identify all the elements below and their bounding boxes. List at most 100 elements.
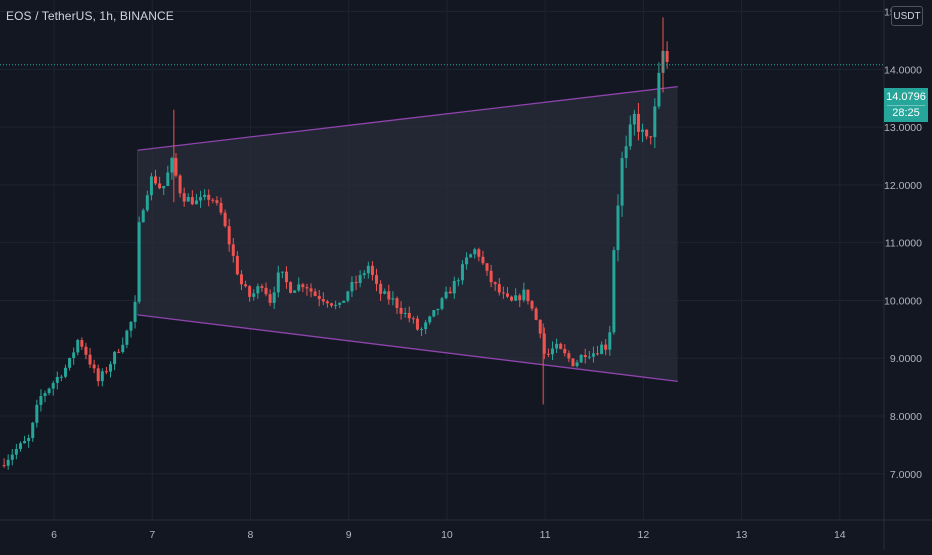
candle-body <box>31 422 35 439</box>
candle-body <box>407 312 411 319</box>
candle-body <box>309 288 313 292</box>
candle-body <box>559 343 563 349</box>
candle-body <box>215 200 219 203</box>
candle-body <box>235 255 239 275</box>
candle-body <box>649 136 653 138</box>
candle-body <box>59 376 63 378</box>
candle-body <box>604 344 608 350</box>
x-tick-label: 14 <box>834 529 846 541</box>
candle-body <box>534 308 538 320</box>
candle-body <box>92 364 96 369</box>
candle-body <box>636 113 640 132</box>
candle-body <box>203 194 207 198</box>
candle-body <box>260 286 264 288</box>
candle-body <box>657 72 661 107</box>
symbol-title[interactable]: EOS / TetherUS, 1h, BINANCE <box>6 9 174 23</box>
candle-body <box>268 294 272 303</box>
candle-body <box>538 319 542 334</box>
candle-body <box>280 271 284 273</box>
x-tick-label: 7 <box>149 529 155 541</box>
current-price-tag: 14.0796 28:25 <box>884 88 928 122</box>
candle-body <box>256 286 260 294</box>
candle-body <box>436 308 440 311</box>
x-tick-label: 9 <box>346 529 352 541</box>
candle-body <box>456 280 460 282</box>
candle-body <box>170 158 174 173</box>
candle-body <box>23 441 27 444</box>
candle-body <box>223 212 227 227</box>
candle-body <box>68 358 72 368</box>
candle-body <box>653 106 657 137</box>
y-tick-label: 14.0000 <box>884 64 922 76</box>
candle-body <box>505 293 509 297</box>
candle-body <box>616 205 620 251</box>
candle-body <box>6 459 10 466</box>
candle-body <box>317 295 321 300</box>
x-tick-label: 12 <box>638 529 650 541</box>
candle-body <box>199 197 203 201</box>
candle-body <box>334 304 338 306</box>
candle-body <box>55 376 59 383</box>
candle-body <box>477 249 481 257</box>
candle-body <box>587 356 591 358</box>
candle-body <box>113 351 117 365</box>
candle-body <box>174 158 178 176</box>
candle-body <box>387 291 391 300</box>
candle-body <box>645 129 649 137</box>
candle-body <box>321 299 325 302</box>
candle-body <box>354 282 358 284</box>
candle-body <box>325 301 329 304</box>
candle-body <box>362 273 366 276</box>
candle-body <box>546 353 550 355</box>
channel-drawing[interactable] <box>137 86 678 382</box>
candle-body <box>35 404 39 423</box>
candle-body <box>207 194 211 200</box>
candle-body <box>289 282 293 293</box>
x-tick-label: 8 <box>248 529 254 541</box>
candle-body <box>47 388 51 394</box>
candle-body <box>227 226 231 245</box>
candle-body <box>350 282 354 292</box>
candle-body <box>96 368 100 382</box>
candle-body <box>284 271 288 283</box>
candle-body <box>411 318 415 320</box>
candle-body <box>571 358 575 367</box>
x-tick-label: 10 <box>441 529 453 541</box>
candle-body <box>252 293 256 297</box>
candle-body <box>428 316 432 323</box>
candle-body <box>104 371 108 373</box>
candle-body <box>460 264 464 281</box>
candle-body <box>63 367 67 377</box>
candle-body <box>489 270 493 283</box>
candle-body <box>117 351 121 353</box>
y-tick-label: 8.0000 <box>890 411 922 423</box>
candle-body <box>190 197 194 205</box>
currency-button[interactable]: USDT <box>891 6 923 26</box>
candle-body <box>178 175 182 194</box>
candle-body <box>88 354 92 365</box>
candle-body <box>563 348 567 354</box>
candle-body <box>399 307 403 314</box>
candle-body <box>510 296 514 301</box>
x-tick-label: 11 <box>540 529 551 541</box>
candle-body <box>276 272 280 293</box>
candle-body <box>76 340 80 353</box>
candle-body <box>305 287 309 289</box>
candle-body <box>129 321 133 331</box>
candle-body <box>375 275 379 284</box>
y-tick-label: 12.0000 <box>884 180 922 192</box>
candle-body <box>133 301 137 322</box>
x-tick-label: 6 <box>51 529 57 541</box>
candle-body <box>313 291 317 296</box>
candle-body <box>596 353 600 355</box>
candle-body <box>391 298 395 300</box>
candle-body <box>608 332 612 350</box>
candle-body <box>162 185 166 189</box>
candle-body <box>211 199 215 201</box>
candle-body <box>530 301 534 309</box>
candle-body <box>612 250 616 333</box>
candle-body <box>469 254 473 258</box>
candle-body <box>109 364 112 372</box>
